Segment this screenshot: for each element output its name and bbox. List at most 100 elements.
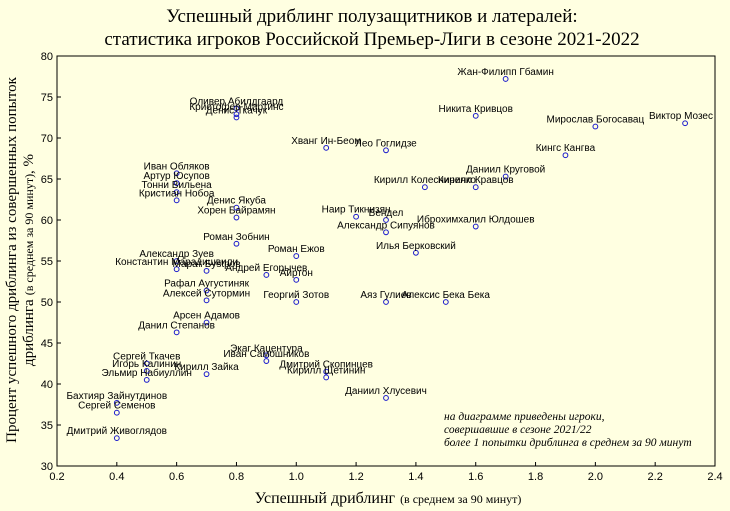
chart-title-line1: Успешный дриблинг полузащитников и латер… — [166, 6, 577, 27]
data-point — [592, 123, 599, 130]
data-point — [293, 276, 300, 283]
y-tick-label: 80 — [41, 51, 53, 63]
data-point — [323, 144, 330, 151]
data-point — [113, 409, 120, 416]
data-point — [233, 114, 240, 121]
point-label: Даниил Круговой — [466, 165, 545, 176]
x-axis: 0.2 0.4 0.6 0.8 1.0 1.2 1.4 1.6 1.8 2.0 2.2 2.4 — [49, 462, 723, 483]
data-point — [383, 229, 389, 236]
data-point — [293, 253, 300, 259]
data-point — [233, 240, 240, 247]
data-point — [472, 223, 479, 230]
data-point — [173, 266, 180, 273]
data-point — [233, 105, 240, 112]
data-point — [323, 368, 330, 375]
data-point — [323, 374, 330, 381]
data-point — [203, 319, 210, 326]
point-label: Андрей Егорычев — [225, 263, 307, 274]
y-axis-label-line2-sub: (в среднем за 90 минут) — [22, 174, 36, 295]
data-point — [421, 184, 428, 191]
point-label: Иброхимхалил Юлдошев — [417, 214, 535, 226]
point-label: Данил Степанов — [138, 320, 215, 331]
point-label: Бахтияр Зайнутдинов — [66, 391, 167, 402]
data-point — [263, 272, 270, 278]
point-label: Иван Самошников — [223, 349, 309, 360]
y-tick-label: 75 — [41, 92, 53, 104]
data-point — [383, 147, 389, 154]
data-point — [203, 287, 210, 294]
data-point — [383, 217, 389, 223]
x-tick-label: 1.0 — [289, 471, 304, 483]
data-point — [472, 184, 479, 191]
point-label: Сергей Семенов — [78, 401, 155, 412]
data-point — [413, 249, 419, 256]
x-tick-label: 1.4 — [408, 471, 423, 483]
y-axis-label: Процент успешного дриблинга из совершенн… — [4, 76, 37, 442]
data-point — [173, 258, 180, 264]
x-tick-label: 0.2 — [49, 471, 64, 483]
data-point — [502, 173, 509, 180]
x-tick-label: 2.0 — [588, 471, 603, 483]
data-point — [263, 358, 270, 364]
data-point — [143, 367, 150, 374]
y-tick-label: 30 — [41, 461, 53, 473]
x-tick-label: 2.4 — [707, 471, 722, 483]
point-label: Илья Берковский — [376, 241, 456, 252]
y-tick-label: 55 — [41, 256, 53, 268]
y-axis-label-line2-end: , % — [21, 154, 37, 174]
data-point — [472, 112, 479, 119]
point-label: Наир Тикнизян — [322, 205, 391, 216]
data-point — [173, 329, 180, 336]
y-axis-label-line2: дриблинга (в среднем за 90 минут), % — [21, 154, 37, 366]
point-label: Никита Кривцов — [439, 104, 513, 115]
x-axis-label-sub: (в среднем за 90 минут) — [400, 492, 521, 506]
x-tick-label: 1.6 — [468, 471, 483, 483]
data-point — [143, 360, 150, 367]
x-tick-label: 0.4 — [109, 471, 124, 483]
point-label: Алексис Бека Бека — [402, 290, 491, 301]
data-point — [203, 297, 210, 304]
chart-title-line2: статистика игроков Российской Премьер-Ли… — [104, 29, 639, 50]
point-label: Оливер Абилдгаард — [190, 95, 284, 107]
x-axis-label: Успешный дриблинг (в среднем за 90 минут) — [255, 490, 522, 507]
y-tick-label: 35 — [41, 420, 53, 432]
y-tick-label: 50 — [41, 297, 53, 309]
data-point — [113, 399, 120, 406]
point-label: Алексей Сутормин — [163, 288, 250, 299]
point-label: Константин Марадишвили — [115, 257, 238, 268]
data-point — [233, 214, 240, 221]
note-line-2: совершавшие в сезоне 2021/22 — [444, 424, 592, 436]
y-tick-label: 70 — [41, 133, 53, 145]
point-label: Денис Ткачук — [206, 106, 268, 117]
data-point — [562, 152, 569, 159]
point-label: Марат Бystров — [173, 259, 241, 270]
point-label: Хорен Байрамян — [197, 206, 275, 217]
note-line-1: на диаграмме приведены игроки, — [444, 411, 605, 423]
point-label: Кирилл Колесниченко — [374, 175, 476, 186]
x-tick-label: 0.8 — [229, 471, 244, 483]
point-label: Эльмир Набиуллин — [102, 367, 192, 379]
point-label: Хванг Ин-Беом — [291, 136, 361, 147]
point-label: Айртон — [280, 268, 313, 279]
point-label: Кингс Кангва — [536, 143, 596, 154]
point-label: Александр Сипуянов — [337, 220, 435, 231]
point-label: Дмитрий Скопинцев — [279, 360, 373, 371]
data-point — [263, 352, 270, 359]
point-label: Вендел — [369, 208, 404, 219]
data-point — [383, 395, 389, 401]
y-tick-label: 65 — [41, 174, 53, 186]
data-point — [113, 435, 120, 442]
y-tick-label: 45 — [41, 338, 53, 350]
point-label: Даниил Хлусевич — [345, 386, 427, 397]
point-label: Георгий Зотов — [263, 290, 329, 301]
point-label: Арсен Адамов — [173, 311, 240, 322]
y-tick-label: 40 — [41, 379, 53, 391]
point-label: Игорь Калинин — [112, 359, 181, 370]
point-label: Роман Зобнин — [203, 231, 270, 243]
data-point — [233, 111, 240, 118]
point-label: Кирилл Зайка — [174, 362, 239, 373]
y-axis: 30 35 40 45 50 55 60 65 70 75 80 — [41, 51, 61, 473]
data-point — [203, 267, 210, 274]
point-label: Иван Обляков — [144, 160, 210, 172]
